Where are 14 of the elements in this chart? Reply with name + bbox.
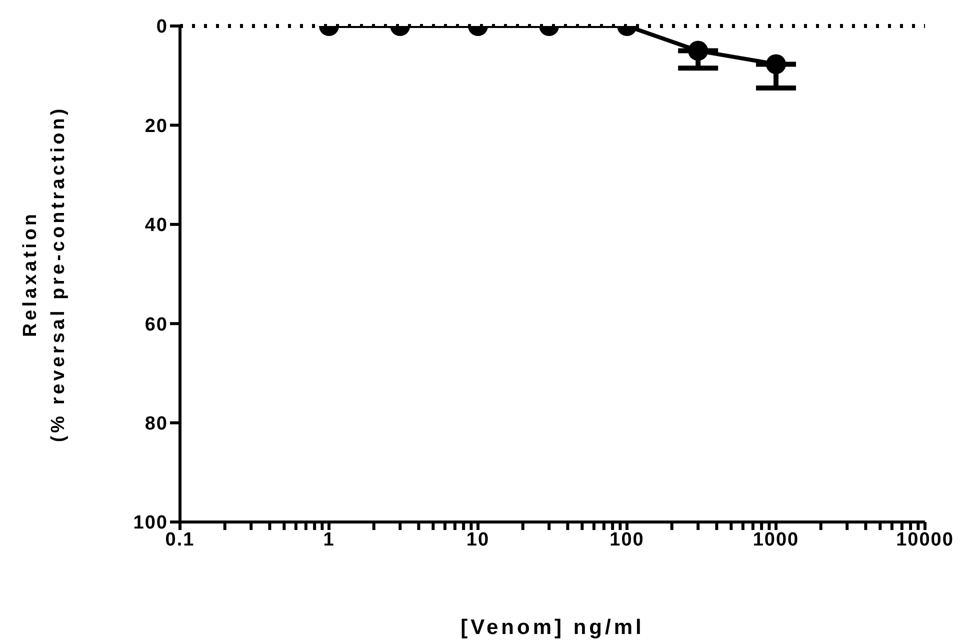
x-axis-title: [Venom] ng/ml (460, 616, 644, 639)
x-tick-label: 10000 (896, 529, 954, 550)
y-tick-label: 20 (144, 116, 168, 137)
y-tick-label: 80 (144, 414, 168, 435)
x-tick-label: 1 (323, 529, 335, 550)
x-tick-label: 0.1 (165, 529, 195, 550)
y-tick-label: 40 (144, 215, 168, 236)
y-tick-label: 60 (144, 314, 168, 336)
y-tick-label: 100 (133, 512, 168, 534)
y-axis-title: Relaxation (% reversal pre-contraction) (20, 106, 69, 442)
x-tick-label: 1000 (752, 529, 800, 550)
x-tick-label: 100 (610, 529, 644, 550)
x-tick-label: 10 (466, 529, 490, 550)
y-tick-label: 0 (156, 16, 168, 38)
